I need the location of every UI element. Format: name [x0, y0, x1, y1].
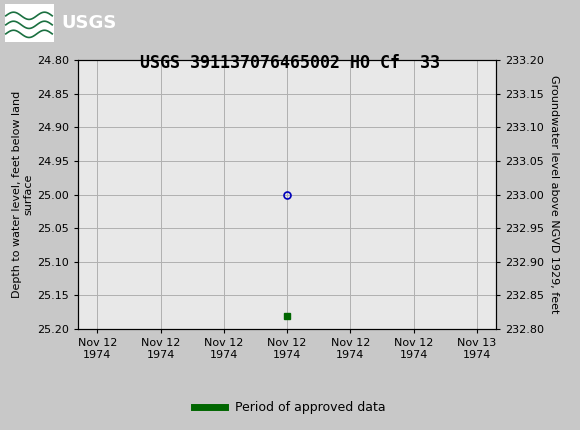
Y-axis label: Depth to water level, feet below land
surface: Depth to water level, feet below land su… — [12, 91, 33, 298]
Bar — [5, 3, 54, 42]
Legend: Period of approved data: Period of approved data — [189, 396, 391, 419]
Text: USGS 391137076465002 HO Cf  33: USGS 391137076465002 HO Cf 33 — [140, 54, 440, 72]
Y-axis label: Groundwater level above NGVD 1929, feet: Groundwater level above NGVD 1929, feet — [549, 75, 560, 314]
Text: USGS: USGS — [61, 14, 116, 31]
